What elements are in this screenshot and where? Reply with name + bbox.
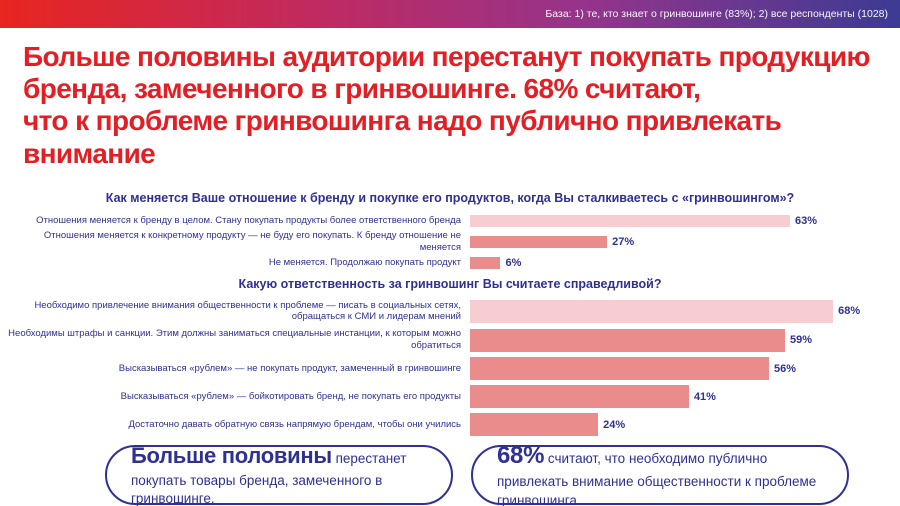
bar-track: 68%: [470, 299, 900, 323]
bar-category-label: Необходимо привлечение внимания обществе…: [34, 299, 461, 323]
bar-value-label: 59%: [790, 334, 813, 347]
bar-value-label: 56%: [774, 362, 797, 375]
bar-value-label: 41%: [693, 390, 716, 403]
bar: [470, 214, 791, 227]
bar-track: 6%: [470, 256, 900, 269]
bar-track: 56%: [470, 357, 900, 380]
bar-value-label: 27%: [612, 235, 635, 248]
callout-68-percent: 68% считают, что необходимо публично при…: [471, 442, 849, 506]
bar-row: Необходимы штрафы и санкции. Этим должны…: [0, 328, 900, 352]
chart2-responsibility: Необходимо привлечение внимания обществе…: [0, 300, 900, 436]
bar: [470, 328, 786, 352]
bar-track: 27%: [470, 235, 900, 248]
bar-track: 24%: [470, 413, 900, 436]
sample-base-note: База: 1) те, кто знает о гринвошинге (83…: [545, 8, 888, 20]
callout-highlight: Больше половины: [131, 442, 332, 468]
bar-row: Необходимо привлечение внимания обществе…: [0, 300, 900, 324]
chart1-question-title: Как меняется Ваше отношение к бренду и п…: [105, 190, 795, 205]
bar: [470, 235, 608, 248]
bar-category-label: Достаточно давать обратную связь напряму…: [128, 418, 461, 430]
chart1-brand-attitude: Отношения меняется к бренду в целом. Ста…: [0, 214, 900, 270]
bar-category-label: Отношения меняется к конкретному продукт…: [43, 229, 461, 253]
bar-value-label: 68%: [838, 305, 861, 318]
callout-body: считают, что необходимо публично привлек…: [497, 451, 817, 506]
bar-value-label: 63%: [795, 214, 818, 227]
top-gradient-bar: База: 1) те, кто знает о гринвошинге (83…: [0, 0, 900, 28]
bar-category-label: Не меняется. Продолжаю покупать продукт: [268, 256, 461, 268]
conclusion-callouts: Больше половины перестанет покупать това…: [105, 442, 900, 506]
bar-row: Отношения меняется к бренду в целом. Ста…: [0, 214, 900, 228]
bar: [470, 357, 770, 380]
callout-text: 68% считают, что необходимо публично при…: [497, 439, 823, 506]
bar-value-label: 24%: [603, 418, 626, 431]
callout-highlight: 68%: [497, 442, 545, 470]
bar-track: 63%: [470, 214, 900, 227]
slide-title-line: Больше половины аудитории перестанут пок…: [23, 41, 870, 72]
bar: [470, 385, 689, 408]
bar-row: Высказываться «рублем» — не покупать про…: [0, 357, 900, 380]
slide-title: Больше половины аудитории перестанут пок…: [23, 41, 900, 170]
bar-row: Не меняется. Продолжаю покупать продукт 6…: [0, 256, 900, 270]
slide-title-line: бренда, замеченного в гринвошинге. 68% с…: [23, 73, 701, 105]
bar-category-label: Высказываться «рублем» — бойкотировать б…: [120, 390, 461, 402]
bar-value-label: 6%: [505, 256, 522, 269]
bar: [470, 413, 599, 436]
bar-row: Высказываться «рублем» — бойкотировать б…: [0, 385, 900, 408]
chart2-question-title: Какую ответственность за гринвошинг Вы с…: [238, 276, 662, 291]
slide-title-line: что к проблеме гринвошинга надо публично…: [23, 105, 782, 169]
bar-row: Отношения меняется к конкретному продукт…: [0, 230, 900, 254]
bar-track: 59%: [470, 328, 900, 352]
bar-category-label: Высказываться «рублем» — не покупать про…: [118, 362, 461, 374]
callout-text: Больше половины перестанет покупать това…: [131, 441, 427, 506]
bar: [470, 256, 501, 269]
bar-track: 41%: [470, 385, 900, 408]
bar-category-label: Необходимы штрафы и санкции. Этим должны…: [8, 328, 461, 352]
bar-row: Достаточно давать обратную связь напряму…: [0, 413, 900, 436]
bar: [470, 299, 834, 323]
bar-category-label: Отношения меняется к бренду в целом. Ста…: [36, 214, 461, 226]
callout-body: перестанет покупать товары бренда, замеч…: [131, 450, 407, 506]
callout-more-than-half: Больше половины перестанет покупать това…: [105, 443, 453, 506]
